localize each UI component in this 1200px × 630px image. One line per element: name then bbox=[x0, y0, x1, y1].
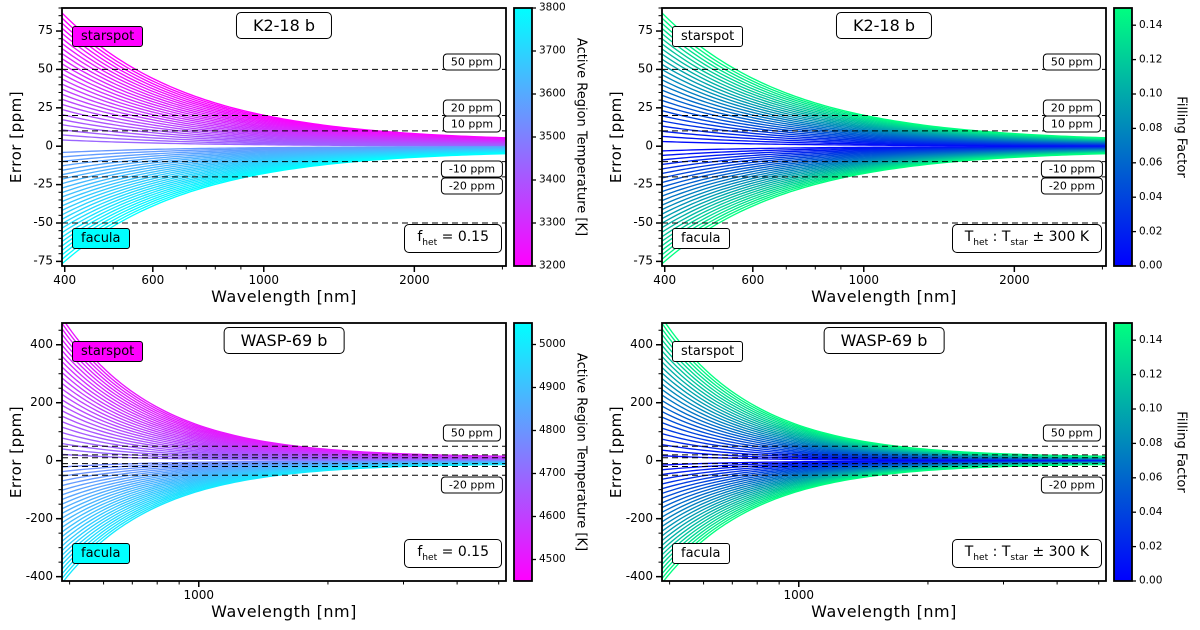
panel-k2-temperature: Error [ppm] Wavelength [nm] Active Regio… bbox=[0, 0, 600, 315]
plot-canvas bbox=[0, 0, 600, 315]
plot-canvas bbox=[600, 0, 1200, 315]
plot-canvas bbox=[600, 315, 1200, 630]
panel-wasp69-fillingfactor: Error [ppm] Wavelength [nm] Filling Fact… bbox=[600, 315, 1200, 630]
panel-wasp69-temperature: Error [ppm] Wavelength [nm] Active Regio… bbox=[0, 315, 600, 630]
plot-canvas bbox=[0, 315, 600, 630]
panel-k2-fillingfactor: Error [ppm] Wavelength [nm] Filling Fact… bbox=[600, 0, 1200, 315]
